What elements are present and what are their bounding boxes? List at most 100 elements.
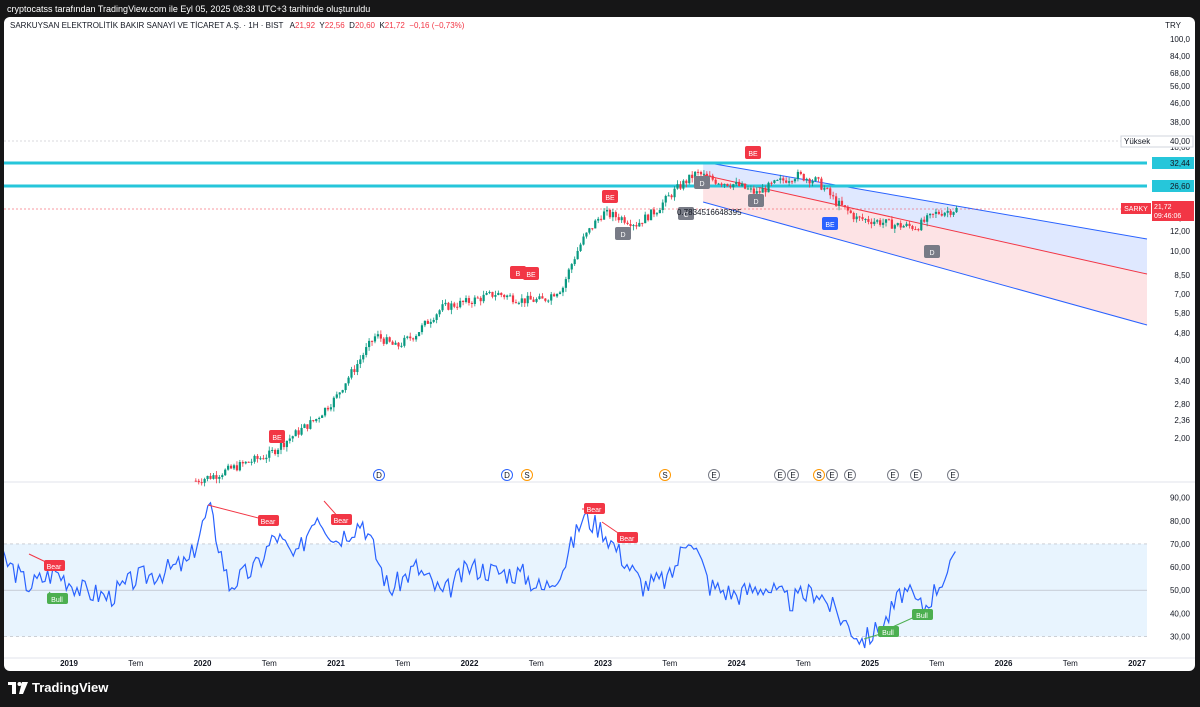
candle-body xyxy=(488,291,491,294)
signal-tag xyxy=(602,190,618,203)
event-marker xyxy=(826,469,838,481)
candle-body xyxy=(506,295,509,298)
price-tick-label: 2,00 xyxy=(1174,434,1190,443)
candle-body xyxy=(694,171,697,179)
signal-tag-label: D xyxy=(929,250,934,257)
rsi-tick-label: 30,00 xyxy=(1170,632,1191,641)
candle-body xyxy=(444,302,447,305)
channel-upper-line xyxy=(703,161,1148,240)
rsi-tick-label: 50,00 xyxy=(1170,586,1191,595)
candle-body xyxy=(879,220,882,225)
candle-body xyxy=(655,213,659,215)
candle-body xyxy=(303,424,306,428)
candle-body xyxy=(558,292,562,294)
price-tick-label: 10,00 xyxy=(1170,247,1191,256)
candle-body xyxy=(611,212,614,218)
candle-body xyxy=(726,183,729,186)
candle-body xyxy=(849,210,852,213)
divergence-tag-label: Bear xyxy=(47,564,62,571)
candle-body xyxy=(200,482,203,484)
candle-body xyxy=(379,334,382,339)
candle-body xyxy=(867,219,870,222)
event-marker-label: D xyxy=(504,471,510,480)
candle-body xyxy=(597,218,600,221)
time-axis-label: 2024 xyxy=(728,659,746,668)
candle-body xyxy=(914,229,917,231)
channel-lower-line xyxy=(702,201,1148,326)
rsi-tick-label: 90,00 xyxy=(1170,494,1191,503)
candle-body xyxy=(790,181,794,183)
candle-body xyxy=(670,195,673,198)
candle-body xyxy=(743,183,747,189)
candle-body xyxy=(582,236,585,245)
event-marker-label: E xyxy=(913,471,918,480)
candle-body xyxy=(817,177,820,179)
candle-body xyxy=(805,178,808,181)
candle-body xyxy=(318,417,321,419)
candle-body xyxy=(279,442,283,450)
candle-body xyxy=(456,306,459,308)
signal-tag-label: D xyxy=(620,232,625,239)
rsi-tick-label: 70,00 xyxy=(1170,540,1191,549)
price-tick-label: 8,50 xyxy=(1174,271,1190,280)
event-marker xyxy=(887,469,899,481)
tradingview-logo[interactable]: TradingView xyxy=(8,680,108,695)
candle-body xyxy=(350,369,353,378)
candle-body xyxy=(623,217,626,223)
candle-body xyxy=(541,296,544,299)
time-axis-label: 2020 xyxy=(194,659,212,668)
chart-panel[interactable]: BE B BE BE BE BE D C D D D 0.7834516648395 D D S S E E E S E… xyxy=(4,17,1195,671)
candle-body xyxy=(194,480,197,482)
price-tick-label: 4,00 xyxy=(1174,356,1190,365)
last-price-box xyxy=(1152,201,1194,221)
candle-body xyxy=(864,219,867,221)
candle-body xyxy=(658,210,661,214)
price-tick-label: 7,00 xyxy=(1174,290,1190,299)
candle-body xyxy=(453,303,456,307)
high-marker-label: Yüksek xyxy=(1124,137,1151,146)
rsi-tick-label: 60,00 xyxy=(1170,563,1191,572)
candle-body xyxy=(538,296,541,300)
candle-body xyxy=(746,188,750,190)
candle-body xyxy=(332,397,335,408)
low-value: 20,60 xyxy=(354,21,375,30)
price-tick-label: 100,0 xyxy=(1170,35,1191,44)
candle-body xyxy=(890,219,893,229)
candle-body xyxy=(297,430,300,435)
candle-body xyxy=(717,183,720,185)
candle-body xyxy=(247,461,250,463)
candle-body xyxy=(259,458,262,460)
open-value: 21,92 xyxy=(295,21,316,30)
event-marker xyxy=(947,469,959,481)
candle-body xyxy=(931,213,935,215)
candle-body xyxy=(291,436,294,439)
divergence-tag-label: Bear xyxy=(587,507,602,514)
event-marker xyxy=(521,469,533,481)
candle-body xyxy=(476,297,479,299)
candle-body xyxy=(326,407,330,410)
event-marker-label: E xyxy=(829,471,834,480)
divergence-tag xyxy=(44,560,65,571)
candle-body xyxy=(940,213,943,216)
candle-body xyxy=(315,418,318,422)
price-tick-label: 46,00 xyxy=(1170,99,1191,108)
candle-body xyxy=(464,298,468,303)
candle-body xyxy=(335,394,338,398)
candle-body xyxy=(268,450,271,458)
candle-body xyxy=(370,340,374,342)
candle-body xyxy=(902,225,905,228)
candle-body xyxy=(406,336,409,338)
candle-body xyxy=(605,209,609,212)
candle-body xyxy=(702,173,706,175)
event-marker xyxy=(708,469,720,481)
candle-body xyxy=(688,174,691,184)
candle-body xyxy=(567,269,570,280)
candle-body xyxy=(535,299,538,302)
candle-body xyxy=(884,219,888,223)
candle-body xyxy=(638,222,641,227)
candle-body xyxy=(312,420,315,422)
divergence-tag xyxy=(617,532,638,543)
candle-body xyxy=(321,415,324,418)
candle-body xyxy=(855,216,858,220)
